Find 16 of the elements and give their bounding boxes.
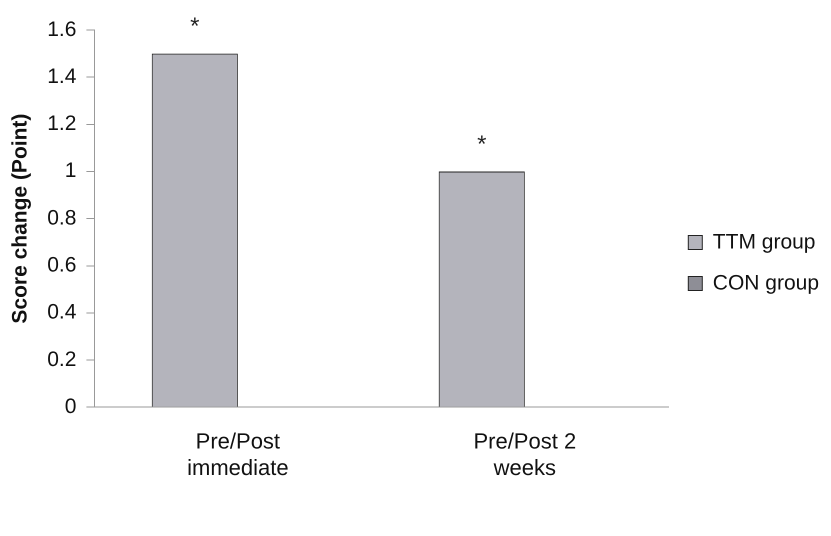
y-tick-label: 0.6: [47, 254, 76, 277]
y-tick-label: 0.2: [47, 348, 76, 371]
y-axis-title: Score change (Point): [8, 114, 32, 324]
annotation: *: [477, 131, 486, 158]
y-tick-label: 1.2: [47, 112, 76, 136]
x-tick-label: Pre/Post immediate: [187, 428, 289, 480]
y-tick-label: 1.4: [47, 64, 77, 88]
y-tick-label: 1: [64, 159, 76, 182]
y-tick-label: 0: [64, 394, 76, 418]
y-tick-label: 1.6: [47, 18, 76, 41]
y-tick-label: 0.4: [47, 300, 77, 324]
legend-label: TTM group: [712, 230, 816, 254]
x-tick-label: Pre/Post 2 weeks: [473, 428, 576, 480]
legend-label: CON group: [712, 271, 820, 294]
annotation: *: [190, 13, 200, 40]
y-tick-label: 0.8: [47, 206, 76, 230]
